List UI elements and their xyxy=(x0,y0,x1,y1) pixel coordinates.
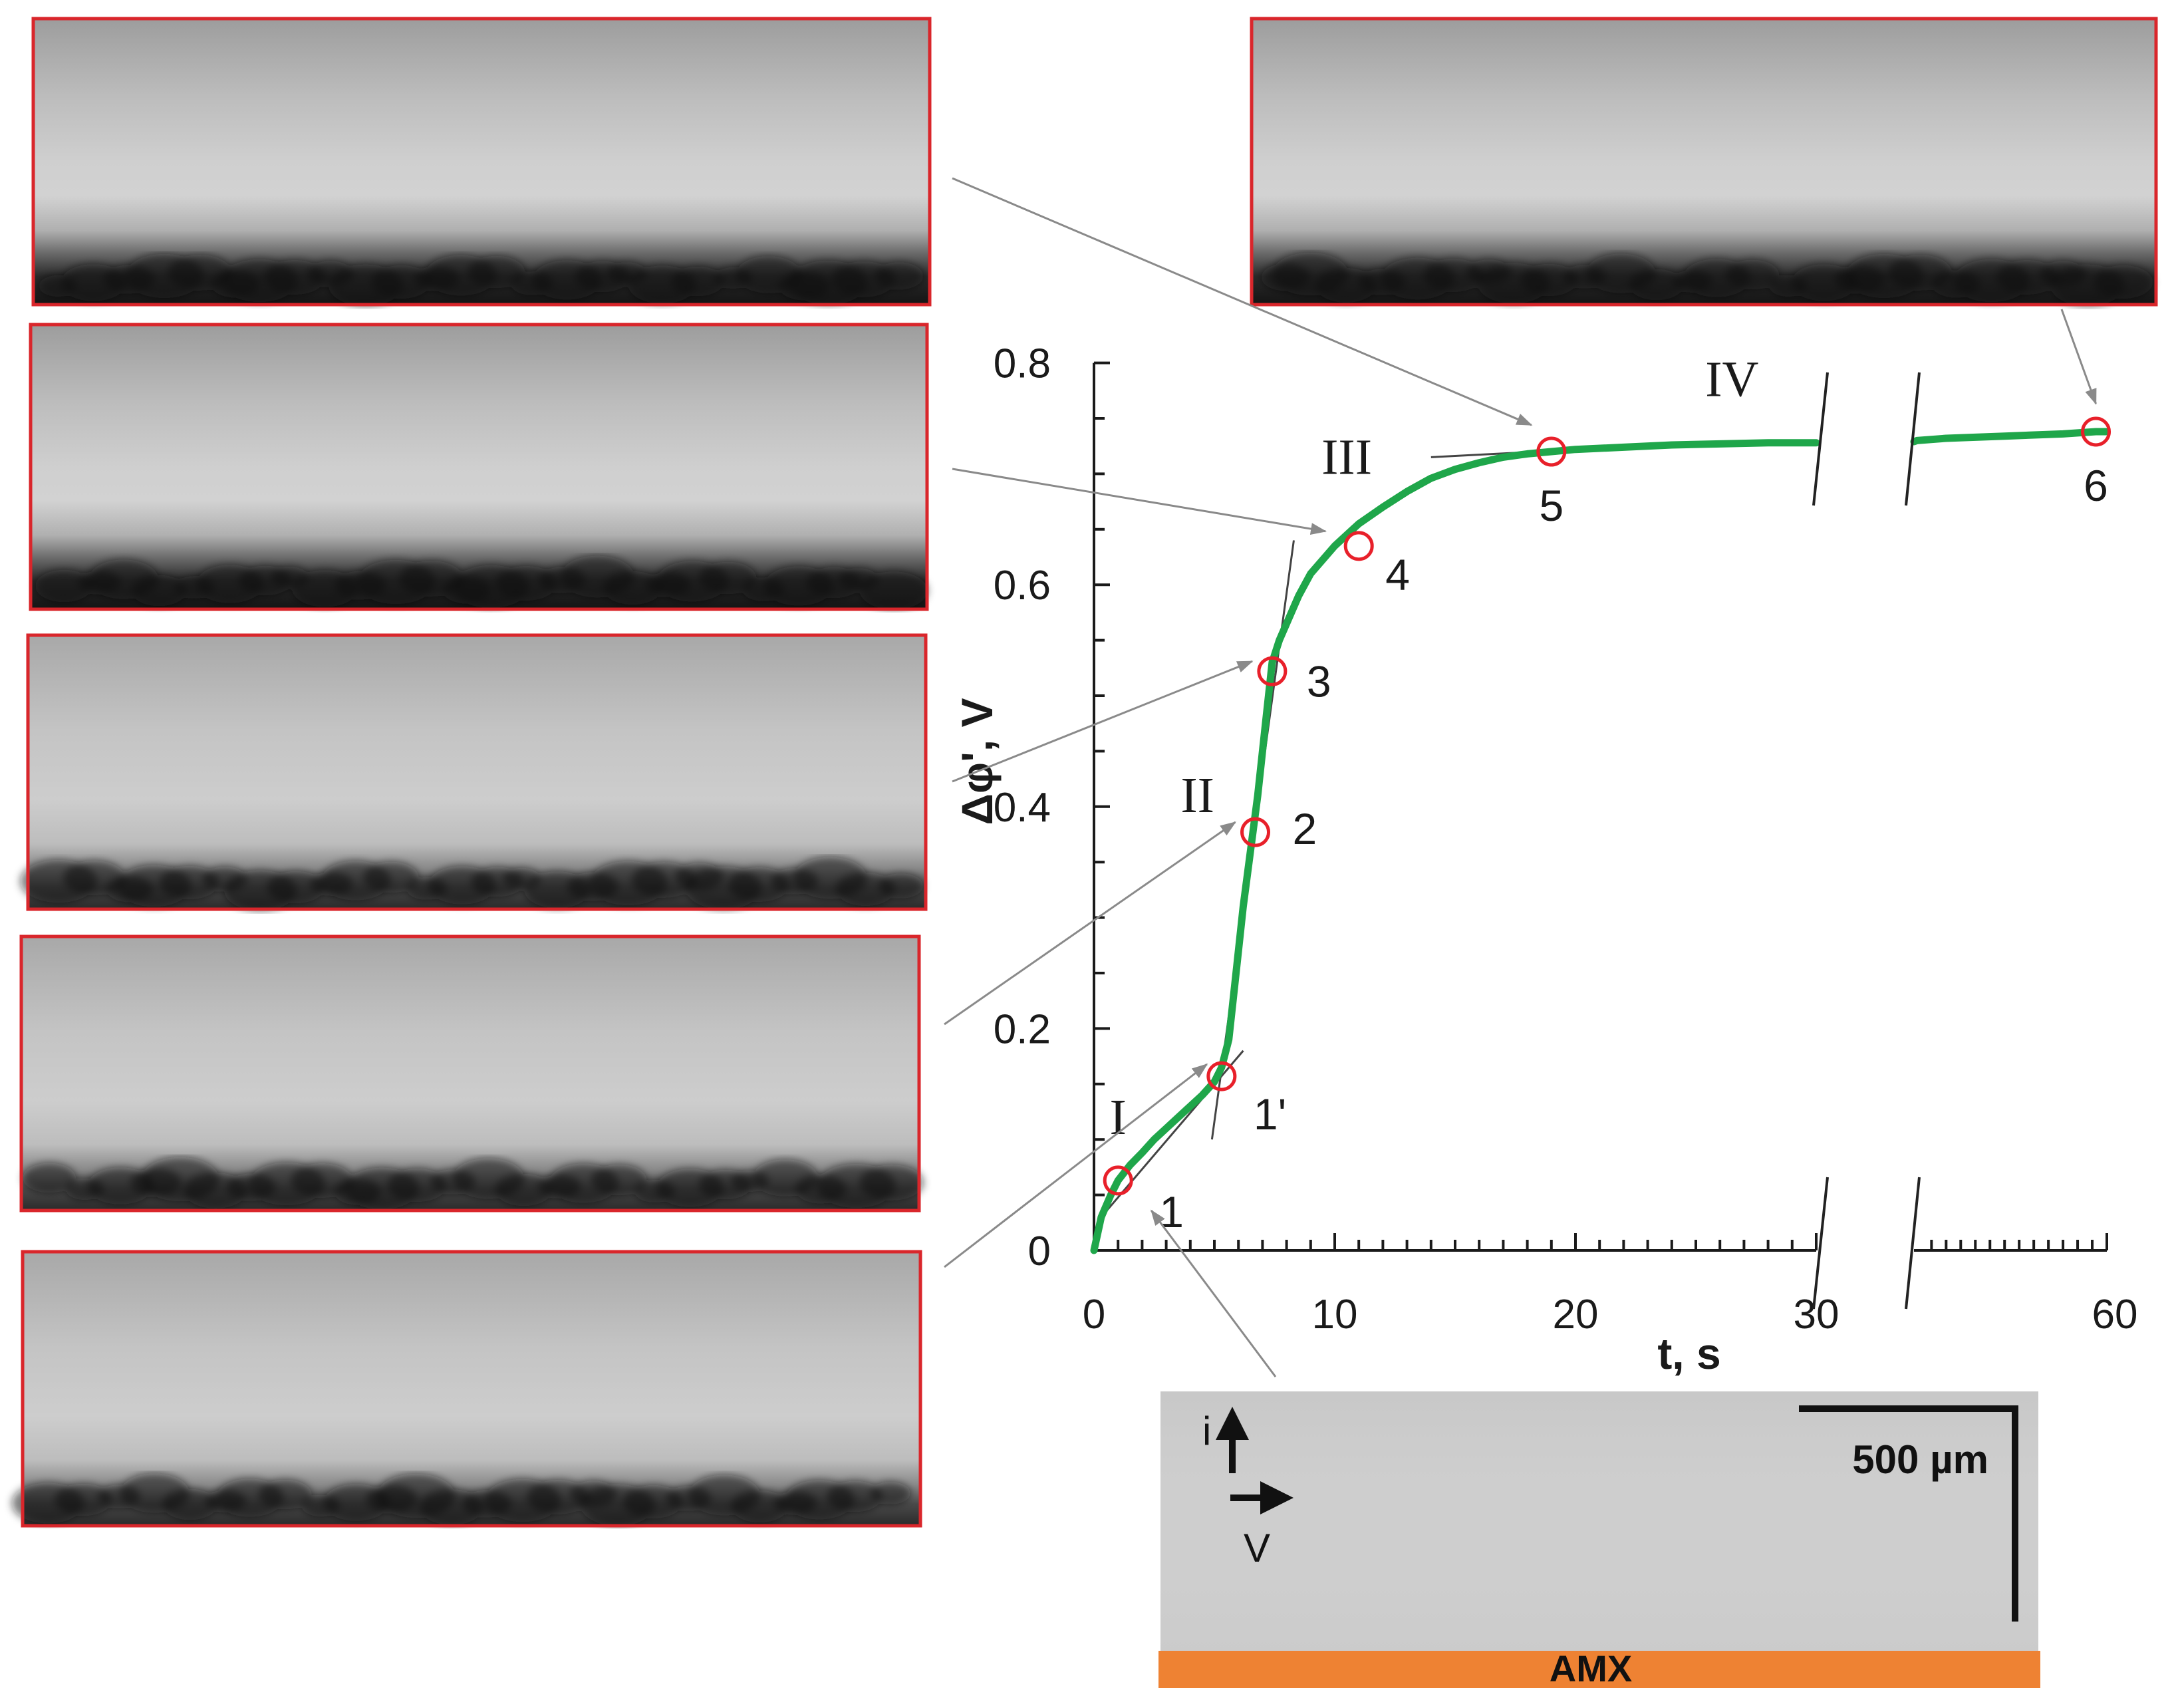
marked-point-circle xyxy=(1103,1165,1133,1196)
y-tick-label: 0.6 xyxy=(994,563,1051,609)
photo-image xyxy=(28,635,926,909)
photo-texture xyxy=(20,857,924,911)
break-mark xyxy=(1812,1177,1829,1310)
pointer-arrows xyxy=(944,177,2097,1377)
velocity-label: V xyxy=(1244,1526,1270,1570)
pointer-arrow xyxy=(952,660,1254,783)
photo-texture xyxy=(35,555,928,610)
stage-label: II xyxy=(1180,768,1214,823)
photo-frame xyxy=(1250,17,2158,307)
marked-point-circle xyxy=(1343,531,1374,561)
y-tick-label: 0.4 xyxy=(994,785,1051,831)
marked-point-circle xyxy=(1536,436,1567,467)
y-axis xyxy=(1093,361,1110,1252)
x-tick-label: 20 xyxy=(1553,1292,1599,1338)
membrane-label: AMX xyxy=(1550,1647,1632,1689)
series-segment xyxy=(1090,439,1820,1254)
current-label: i xyxy=(1202,1409,1211,1453)
x-tick-label: 60 xyxy=(2092,1292,2138,1338)
photo-frame xyxy=(26,633,928,911)
marked-points: 1 1' 2 3 4 5 6 xyxy=(1103,416,2111,1236)
x-tick-label: 10 xyxy=(1312,1292,1358,1338)
y-tick-label: 0.2 xyxy=(994,1006,1051,1052)
marked-point-label: 6 xyxy=(2084,461,2108,510)
marked-point-label: 4 xyxy=(1385,550,1410,599)
marked-point-label: 2 xyxy=(1293,804,1317,853)
photo-image xyxy=(1252,19,2156,305)
stage-label: IV xyxy=(1705,352,1758,408)
marked-point-circle xyxy=(1206,1061,1237,1091)
break-mark xyxy=(1812,372,1829,506)
x-tick-label: 0 xyxy=(1083,1292,1105,1338)
scale-bar xyxy=(1799,1405,2018,1622)
y-tick-label: 0 xyxy=(1028,1228,1051,1274)
photo-texture xyxy=(39,253,924,307)
pointer-arrow xyxy=(952,468,1327,535)
x-axis xyxy=(1093,1233,2108,1252)
pointer-arrow xyxy=(1150,1209,1277,1377)
x-tick-label: 30 xyxy=(1794,1292,1839,1338)
pointer-arrow xyxy=(944,1063,1208,1268)
pointer-arrow xyxy=(2060,309,2097,405)
x-axis-label: t, s xyxy=(1657,1329,1720,1378)
marked-point-circle xyxy=(1240,817,1271,847)
stage-label: I xyxy=(1110,1089,1127,1145)
marked-point-label: 1 xyxy=(1159,1187,1184,1236)
photo-panel-1 xyxy=(11,1250,922,1528)
photo-frame xyxy=(21,1250,922,1528)
photo-texture xyxy=(1261,252,2153,307)
marked-point-label: 3 xyxy=(1307,656,1331,706)
membrane-bar xyxy=(1158,1651,2040,1688)
tangent-lines xyxy=(1100,446,1624,1218)
photo-panel-3 xyxy=(20,633,928,911)
break-mark xyxy=(1905,372,1921,506)
marked-point-circle xyxy=(2081,416,2111,447)
photo-frame xyxy=(31,17,932,307)
y-axis-label: Δφ', V xyxy=(952,698,1002,825)
photo-panel-2 xyxy=(19,934,924,1212)
x-tick-labels: 0 10 20 30 60 xyxy=(1083,1292,2138,1338)
stage-label: III xyxy=(1321,429,1372,485)
pointer-arrow xyxy=(952,177,1533,426)
photo-texture xyxy=(23,1157,924,1210)
photo-frame xyxy=(29,323,929,611)
inset-micrograph: AMX 500 µm i V xyxy=(1158,1391,2040,1689)
inset-photo-shade xyxy=(1160,1391,2038,1652)
photo-image xyxy=(31,325,927,609)
marked-point-circle xyxy=(1257,656,1288,686)
marked-point-label: 5 xyxy=(1539,481,1564,530)
micrograph-panels xyxy=(11,17,2158,1528)
potential-time-chart: 0 0.2 0.4 0.6 0.8 0 10 20 30 60 Δφ', V t, s 1 1' 2… xyxy=(952,341,2137,1378)
photo-panel-4 xyxy=(29,323,929,611)
axis-break-marks xyxy=(1812,372,1921,1310)
series-segment xyxy=(1910,428,2111,446)
photo-panel-6 xyxy=(1250,17,2158,307)
y-tick-labels: 0 0.2 0.4 0.6 0.8 xyxy=(994,341,1051,1274)
photo-panel-5 xyxy=(31,17,932,307)
marked-point-label: 1' xyxy=(1254,1089,1286,1139)
break-mark xyxy=(1905,1177,1921,1310)
y-tick-label: 0.8 xyxy=(994,341,1051,387)
pointer-arrow xyxy=(944,821,1237,1026)
photo-frame xyxy=(19,934,921,1212)
photo-texture xyxy=(11,1473,911,1526)
scale-bar-label: 500 µm xyxy=(1852,1437,1988,1482)
